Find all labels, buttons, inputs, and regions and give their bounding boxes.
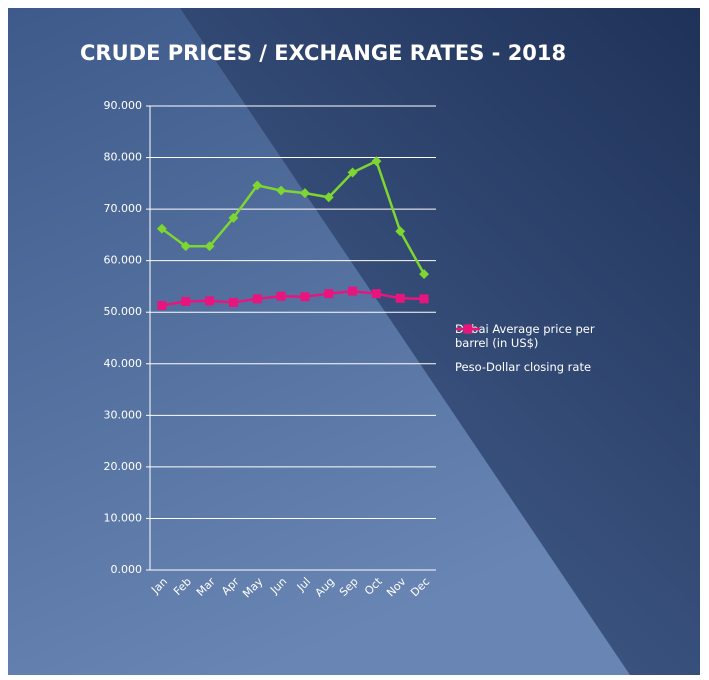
point-marker [300,292,310,302]
y-tick-label: 80.000 [104,151,143,164]
point-marker [276,185,287,196]
y-tick-label: 40.000 [104,357,143,370]
y-tick-label: 90.000 [104,99,143,112]
point-marker [348,286,358,296]
point-marker [299,188,310,199]
point-marker [395,293,405,303]
point-marker [204,241,215,252]
point-marker [371,156,382,167]
point-marker [205,296,215,306]
point-marker [181,296,191,306]
point-marker [252,180,263,191]
legend-label: Peso-Dollar closing rate [455,360,592,374]
point-marker [323,192,334,203]
y-tick-label: 10.000 [104,511,143,524]
point-marker [180,241,191,252]
y-tick-label: 70.000 [104,202,143,215]
point-marker [324,289,334,299]
point-marker [395,226,406,237]
legend-item: Peso-Dollar closing rate [455,324,655,374]
point-marker [347,167,358,178]
point-marker [228,297,238,307]
y-tick-label: 60.000 [104,254,143,267]
point-marker [156,223,167,234]
point-marker [419,294,429,304]
point-marker [419,269,430,280]
y-tick-label: 0.000 [111,563,143,576]
legend: Dubai Average price per barrel (in US$) P… [455,322,655,384]
chart-title: CRUDE PRICES / EXCHANGE RATES - 2018 [80,41,566,65]
background-diagonal [8,8,630,675]
y-tick-label: 20.000 [104,460,143,473]
point-marker [228,212,239,223]
y-tick-label: 50.000 [104,305,143,318]
point-marker [371,289,381,299]
legend-label: Dubai Average price per barrel (in US$) [455,322,595,350]
legend-item: Dubai Average price per barrel (in US$) [455,322,655,350]
point-marker [157,301,167,311]
legend-key [456,324,480,334]
y-tick-label: 30.000 [104,408,143,421]
point-marker [252,294,262,304]
point-marker [276,291,286,301]
